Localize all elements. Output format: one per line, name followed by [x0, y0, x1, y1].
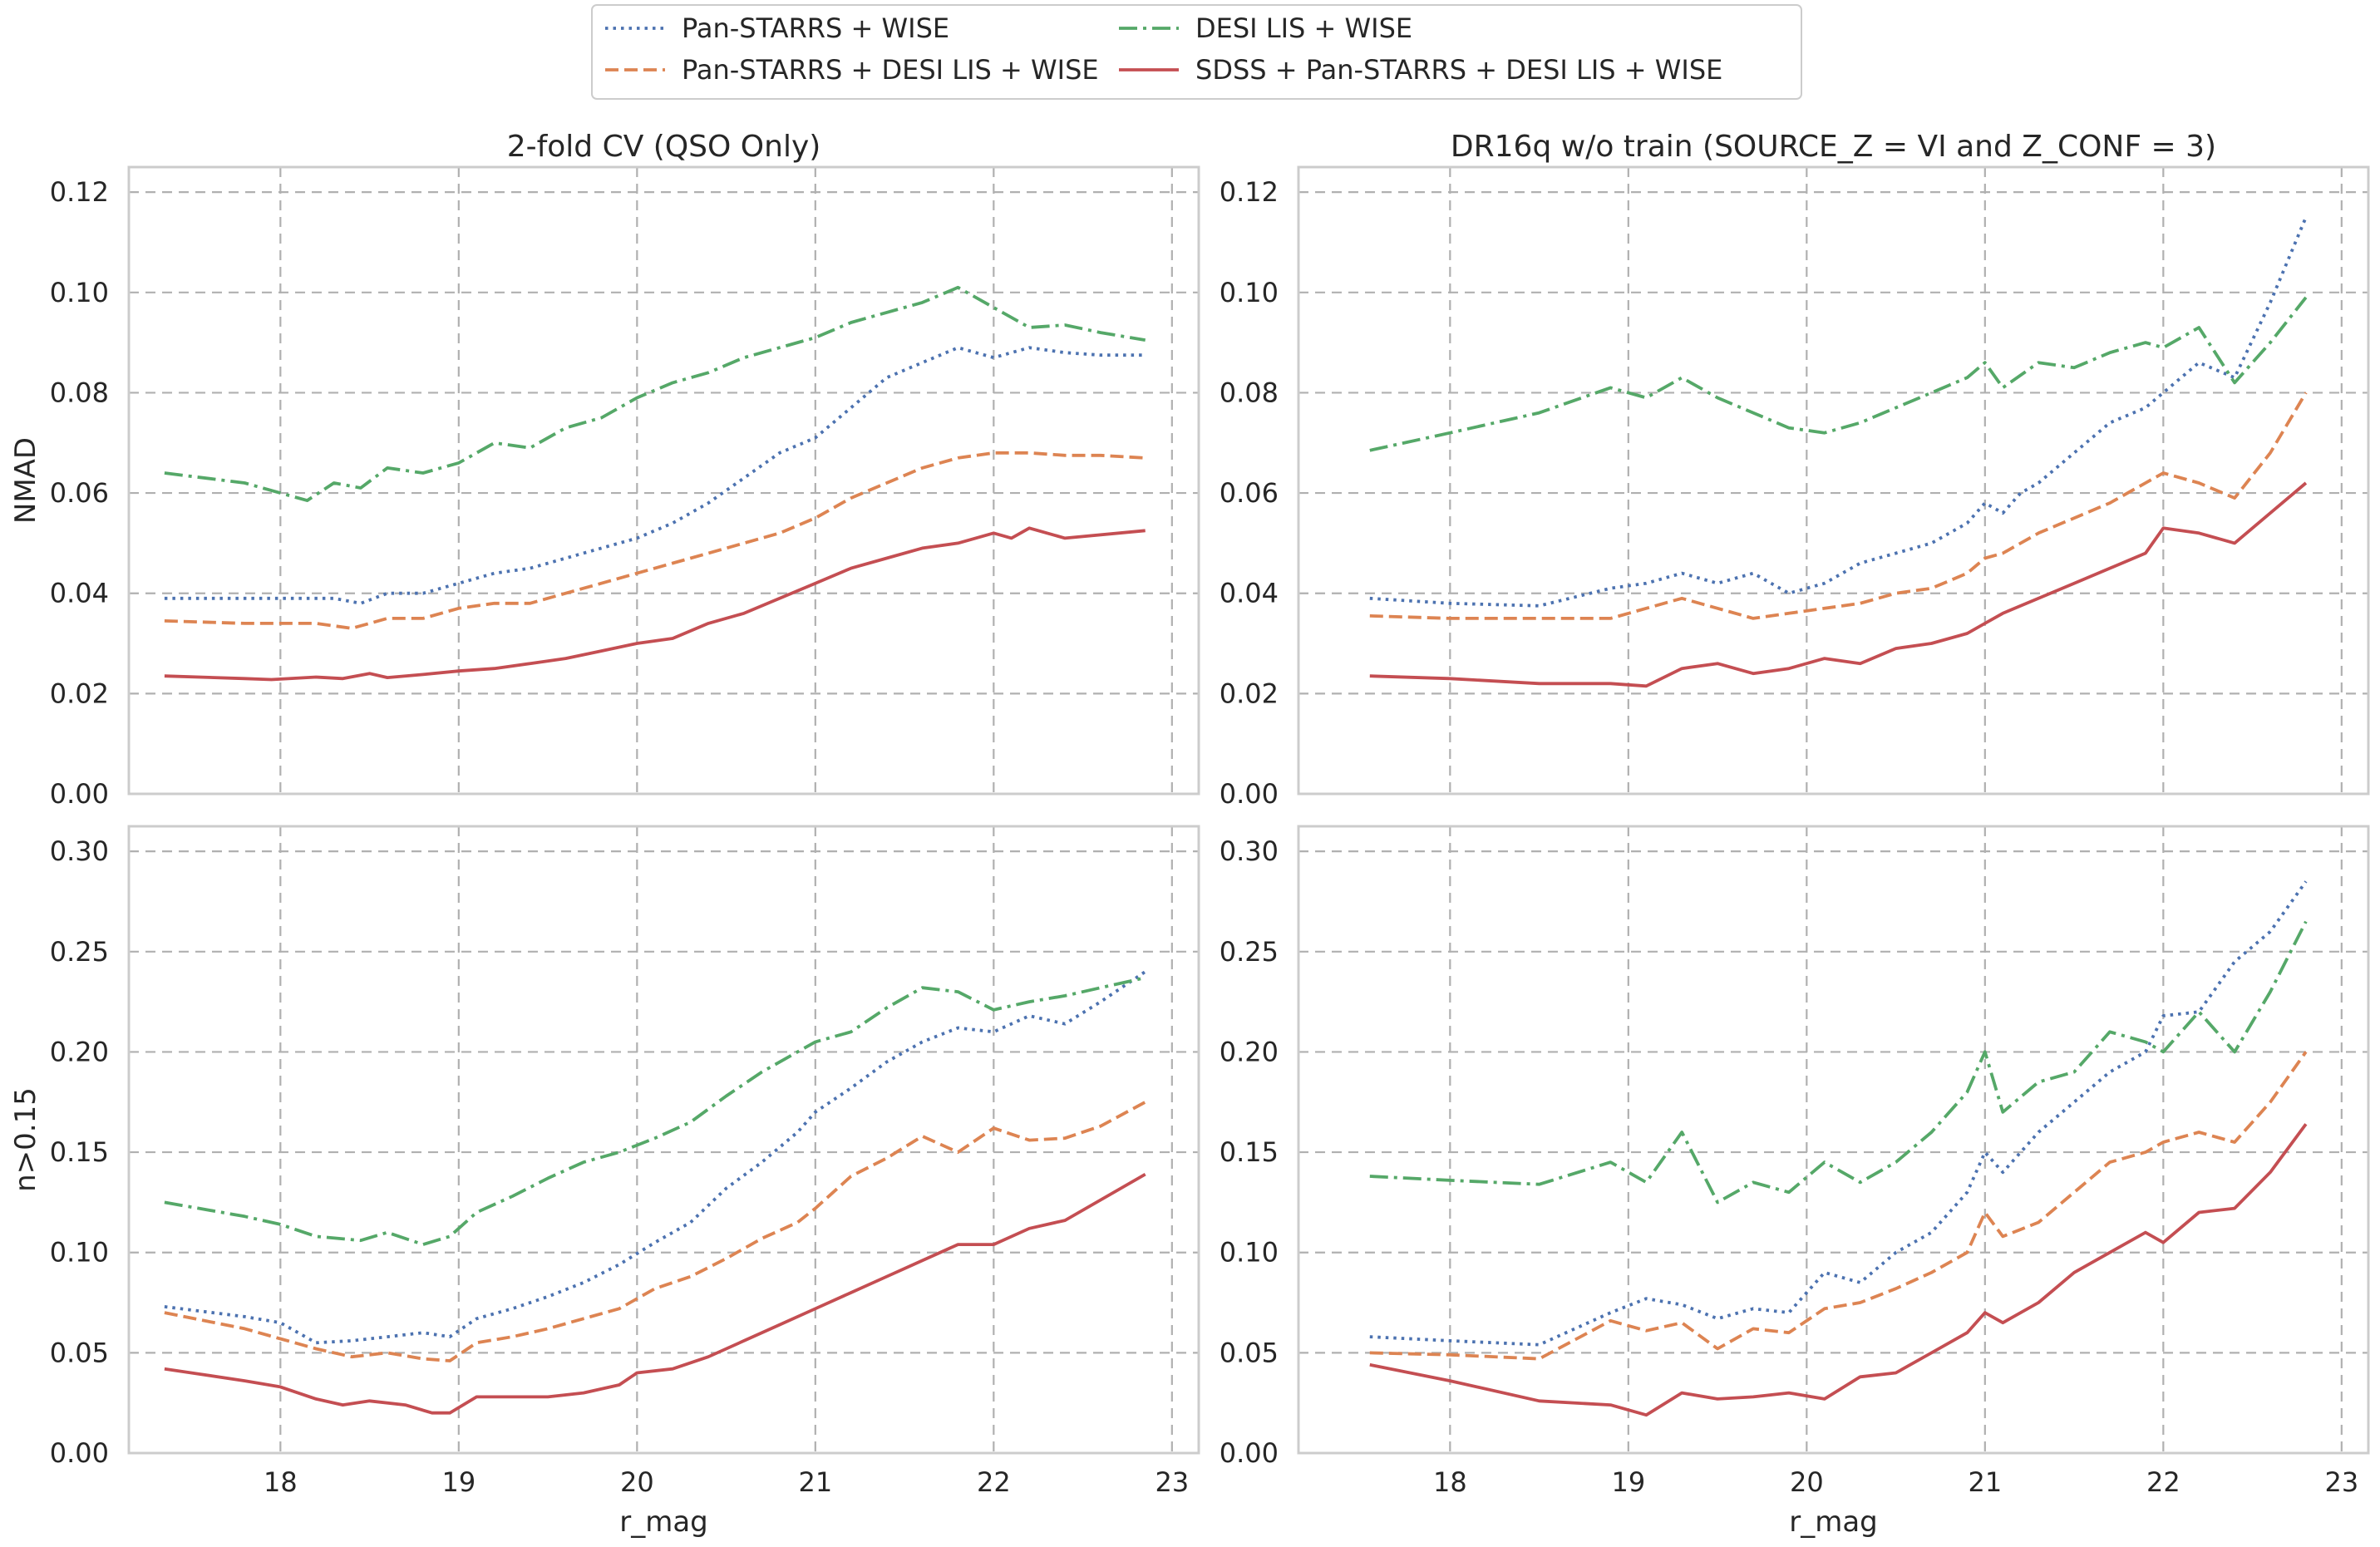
y-tick-label: 0.30 — [50, 835, 109, 867]
y-tick-label: 0.02 — [50, 677, 109, 709]
y-tick-label: 0.04 — [1220, 578, 1279, 609]
y-axis-label: NMAD — [9, 437, 42, 524]
panel-bottom-left: 0.00 0.05 0.10 0.15 0.20 0.25 0.30 18 19 20 21 22 23… — [9, 825, 1200, 1539]
y-tick-label: 0.12 — [50, 176, 109, 208]
series-line-ps-desi-wise — [164, 1101, 1146, 1362]
series-line-ps-wise — [164, 346, 1146, 605]
panel-bottom-right: 0.00 0.05 0.10 0.15 0.20 0.25 0.30 18 19 20 21 22 23… — [1220, 825, 2370, 1539]
series-line-ps-desi-wise — [1369, 1051, 2308, 1361]
legend-label: SDSS + Pan-STARRS + DESI LIS + WISE — [1195, 54, 1722, 86]
panel-title: DR16q w/o train (SOURCE_Z = VI and Z_CON… — [1451, 130, 2216, 164]
plot-frame — [1297, 825, 2370, 1455]
legend-label: Pan-STARRS + DESI LIS + WISE — [682, 54, 1099, 86]
x-tick-label: 18 — [264, 1466, 298, 1498]
x-tick-label: 20 — [620, 1466, 654, 1498]
series-line-desi-wise — [164, 976, 1146, 1246]
plot-frame — [1297, 165, 2370, 796]
y-tick-label: 0.10 — [1220, 1237, 1279, 1269]
y-tick-label: 0.25 — [1220, 936, 1279, 968]
x-tick-label: 22 — [977, 1466, 1011, 1498]
y-tick-label: 0.00 — [1220, 1437, 1279, 1469]
x-tick-label: 19 — [441, 1466, 476, 1498]
x-tick-label: 23 — [2324, 1466, 2358, 1498]
x-tick-label: 20 — [1790, 1466, 1824, 1498]
series-line-all — [1369, 481, 2308, 688]
y-tick-label: 0.06 — [50, 477, 109, 509]
x-axis-label: r_mag — [1789, 1505, 1878, 1539]
panel-top-left: 0.00 0.02 0.04 0.06 0.08 0.10 0.12 2-fold CV (Q… — [9, 130, 1200, 810]
y-tick-label: 0.08 — [1220, 377, 1279, 408]
series-line-desi-wise — [1369, 296, 2308, 452]
y-tick-label: 0.04 — [50, 578, 109, 609]
y-tick-label: 0.25 — [50, 936, 109, 968]
legend-frame — [591, 4, 1802, 100]
y-tick-label: 0.00 — [50, 778, 109, 810]
y-tick-label: 0.05 — [1220, 1337, 1279, 1368]
plot-frame — [127, 165, 1200, 796]
legend: Pan-STARRS + WISE Pan-STARRS + DESI LIS +… — [591, 4, 1802, 100]
y-tick-label: 0.15 — [50, 1136, 109, 1168]
legend-label: Pan-STARRS + WISE — [682, 12, 949, 44]
series-line-ps-wise — [1369, 216, 2308, 608]
y-tick-label: 0.20 — [1220, 1036, 1279, 1067]
y-tick-label: 0.00 — [50, 1437, 109, 1469]
y-tick-label: 0.08 — [50, 377, 109, 408]
series-line-ps-wise — [164, 970, 1146, 1345]
series-line-all — [164, 526, 1146, 682]
y-axis-label: n>0.15 — [9, 1087, 42, 1192]
panel-title: 2-fold CV (QSO Only) — [507, 130, 821, 164]
y-tick-label: 0.30 — [1220, 835, 1279, 867]
y-tick-label: 0.15 — [1220, 1136, 1279, 1168]
series-line-all — [164, 1172, 1146, 1415]
series-line-ps-desi-wise — [1369, 392, 2308, 620]
x-tick-label: 22 — [2146, 1466, 2180, 1498]
x-tick-label: 18 — [1433, 1466, 1467, 1498]
y-tick-label: 0.02 — [1220, 677, 1279, 709]
y-tick-label: 0.12 — [1220, 176, 1279, 208]
series-line-all — [1369, 1123, 2308, 1417]
x-tick-label: 21 — [1968, 1466, 2002, 1498]
series-line-desi-wise — [1369, 920, 2308, 1205]
x-tick-label: 23 — [1155, 1466, 1189, 1498]
panel-top-right: 0.00 0.02 0.04 0.06 0.08 0.10 0.12 DR16q w/o tr… — [1220, 130, 2370, 810]
series-line-ps-wise — [1369, 880, 2308, 1347]
x-tick-label: 21 — [798, 1466, 832, 1498]
series-line-desi-wise — [164, 285, 1146, 502]
y-tick-label: 0.05 — [50, 1337, 109, 1368]
y-tick-label: 0.06 — [1220, 477, 1279, 509]
y-tick-label: 0.10 — [50, 277, 109, 308]
legend-label: DESI LIS + WISE — [1195, 12, 1412, 44]
y-tick-label: 0.10 — [1220, 277, 1279, 308]
y-tick-label: 0.10 — [50, 1237, 109, 1269]
x-tick-label: 19 — [1611, 1466, 1645, 1498]
plot-frame — [127, 825, 1200, 1455]
series-line-ps-desi-wise — [164, 451, 1146, 630]
y-tick-label: 0.20 — [50, 1036, 109, 1067]
y-tick-label: 0.00 — [1220, 778, 1279, 810]
x-axis-label: r_mag — [619, 1505, 708, 1539]
